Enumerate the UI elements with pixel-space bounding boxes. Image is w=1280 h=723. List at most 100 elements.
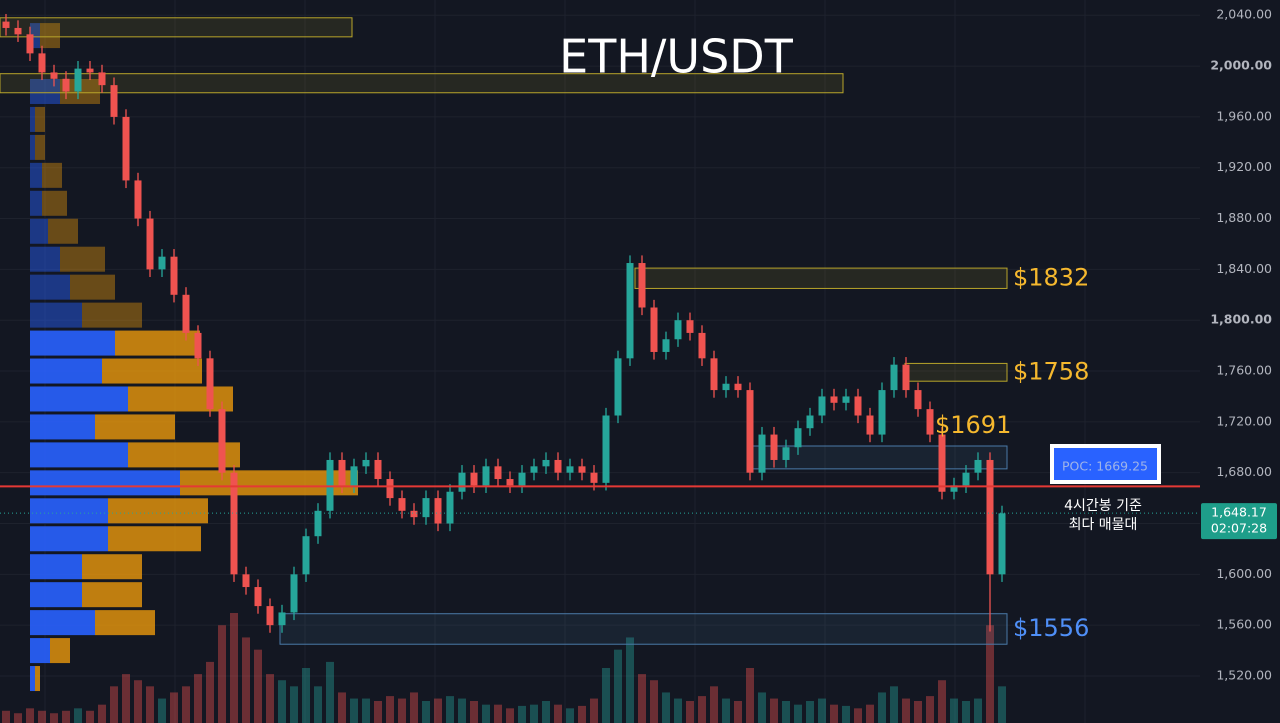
volume-bar bbox=[134, 680, 142, 723]
candle-body bbox=[74, 68, 82, 92]
y-tick-label: 1,920.00 bbox=[1216, 159, 1272, 174]
volume-bar bbox=[794, 704, 802, 723]
profile-buy bbox=[30, 274, 70, 300]
profile-buy bbox=[30, 610, 95, 636]
volume-bar bbox=[818, 698, 826, 723]
volume-bar bbox=[38, 710, 46, 723]
volume-bar bbox=[62, 710, 70, 723]
volume-bar bbox=[854, 708, 862, 723]
profile-sell bbox=[70, 274, 115, 300]
candle-body bbox=[590, 472, 598, 483]
volume-bar bbox=[302, 668, 310, 723]
profile-sell bbox=[102, 358, 202, 384]
candle-body bbox=[878, 390, 886, 435]
volume-bar bbox=[782, 701, 790, 723]
y-tick-label: 1,560.00 bbox=[1216, 617, 1272, 632]
volume-bar bbox=[290, 686, 298, 723]
profile-sell bbox=[108, 498, 208, 524]
zone bbox=[634, 267, 1008, 289]
volume-bar bbox=[638, 674, 646, 723]
candle-body bbox=[266, 606, 274, 626]
profile-buy bbox=[30, 582, 82, 608]
candle-body bbox=[902, 364, 910, 391]
candle-body bbox=[806, 415, 814, 429]
profile-buy bbox=[30, 302, 82, 328]
profile-buy bbox=[30, 498, 108, 524]
volume-bar bbox=[470, 701, 478, 723]
profile-buy bbox=[30, 190, 42, 216]
volume-bar bbox=[662, 692, 670, 723]
volume-bar bbox=[650, 680, 658, 723]
profile-sell bbox=[82, 554, 142, 580]
volume-bar bbox=[938, 680, 946, 723]
volume-bar bbox=[170, 692, 178, 723]
candle-body bbox=[578, 466, 586, 473]
candle-body bbox=[362, 459, 370, 467]
volume-bar bbox=[770, 698, 778, 723]
candle-body bbox=[482, 466, 490, 486]
candle-body bbox=[458, 472, 466, 492]
volume-bar bbox=[746, 668, 754, 723]
y-tick-label: 1,600.00 bbox=[1216, 566, 1272, 581]
volume-bar bbox=[446, 696, 454, 723]
zone bbox=[0, 17, 353, 38]
profile-sell bbox=[50, 638, 70, 664]
profile-buy bbox=[30, 442, 128, 468]
candle-body bbox=[566, 466, 574, 473]
volume-bar bbox=[530, 704, 538, 723]
y-tick-label: 1,880.00 bbox=[1216, 210, 1272, 225]
volume-bar bbox=[254, 649, 262, 723]
candle-body bbox=[530, 466, 538, 473]
volume-bar bbox=[626, 637, 634, 723]
profile-sell bbox=[35, 134, 45, 160]
candle-body bbox=[734, 383, 742, 391]
volume-bar bbox=[698, 696, 706, 723]
candle-body bbox=[758, 434, 766, 473]
profile-buy bbox=[30, 23, 40, 49]
volume-bar bbox=[722, 698, 730, 723]
candle-body bbox=[986, 459, 994, 575]
candle-body bbox=[470, 472, 478, 486]
poc-label: POC: 1669.25 bbox=[1062, 459, 1148, 474]
profile-sell bbox=[35, 106, 45, 132]
volume-bar bbox=[338, 692, 346, 723]
volume-bar bbox=[434, 698, 442, 723]
candle-body bbox=[254, 587, 262, 607]
candle-body bbox=[650, 307, 658, 352]
volume-bar bbox=[74, 708, 82, 723]
countdown: 02:07:28 bbox=[1211, 521, 1267, 536]
profile-sell bbox=[42, 162, 62, 188]
volume-bar bbox=[518, 705, 526, 723]
volume-bar bbox=[110, 686, 118, 723]
volume-bar bbox=[386, 696, 394, 723]
volume-bar bbox=[350, 698, 358, 723]
profile-sell bbox=[95, 610, 155, 636]
candle-body bbox=[386, 479, 394, 499]
candle-body bbox=[818, 396, 826, 416]
profile-buy bbox=[30, 218, 48, 244]
candle-body bbox=[206, 358, 214, 410]
volume-bar bbox=[362, 698, 370, 723]
candle-body bbox=[722, 383, 730, 391]
volume-bar bbox=[710, 686, 718, 723]
volume-bar bbox=[2, 710, 10, 723]
candle-body bbox=[794, 428, 802, 448]
candle-body bbox=[434, 498, 442, 524]
volume-bar bbox=[866, 704, 874, 723]
candle-body bbox=[686, 320, 694, 333]
volume-bar bbox=[590, 698, 598, 723]
candle-body bbox=[662, 339, 670, 352]
volume-bar bbox=[266, 674, 274, 723]
candle-body bbox=[338, 459, 346, 486]
candle-body bbox=[974, 459, 982, 473]
candle-body bbox=[770, 434, 778, 460]
volume-bar bbox=[278, 680, 286, 723]
candle-body bbox=[86, 68, 94, 73]
candles bbox=[2, 13, 1006, 633]
volume-bar bbox=[374, 701, 382, 723]
candle-body bbox=[710, 358, 718, 391]
volume-bar bbox=[554, 704, 562, 723]
candle-body bbox=[410, 510, 418, 518]
volume-bar bbox=[902, 698, 910, 723]
